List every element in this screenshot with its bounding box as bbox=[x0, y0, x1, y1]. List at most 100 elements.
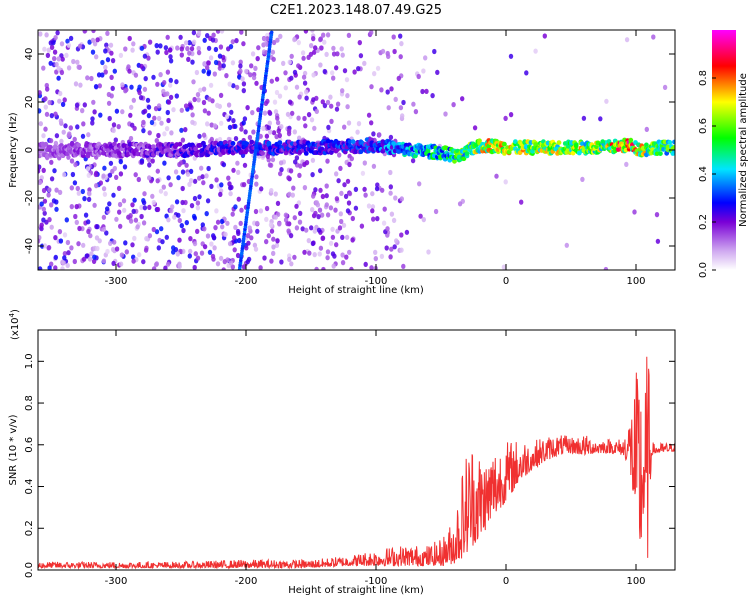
spectrogram-speckle bbox=[205, 33, 210, 39]
spectrogram-speckle bbox=[231, 83, 236, 89]
spectrogram-speckle bbox=[154, 138, 159, 144]
spectrogram-speckle bbox=[147, 175, 152, 181]
spectrogram-speckle bbox=[166, 99, 172, 105]
spectrogram-speckle bbox=[128, 112, 133, 118]
spectrogram-speckle bbox=[86, 132, 91, 138]
spectrogram-speckle bbox=[320, 235, 325, 241]
spectrogram-speckle bbox=[379, 253, 385, 259]
spectrogram-speckle bbox=[57, 229, 63, 235]
spectrogram-speckle bbox=[97, 83, 103, 89]
spectrogram-speckle bbox=[92, 202, 97, 208]
spectrogram-speckle bbox=[122, 207, 127, 213]
spectrogram-speckle bbox=[313, 45, 318, 51]
spectrogram-speckle bbox=[345, 93, 350, 99]
spectrogram-ridge-cell bbox=[570, 150, 576, 156]
spectrogram-speckle bbox=[58, 238, 64, 244]
spectrogram-speckle bbox=[644, 126, 649, 132]
spectrogram-speckle bbox=[100, 72, 105, 78]
spectrogram-speckle bbox=[288, 168, 294, 174]
spectrogram-speckle bbox=[344, 234, 350, 240]
spectrogram-speckle bbox=[101, 258, 107, 264]
spectrogram-speckle bbox=[194, 69, 200, 76]
spectrogram-speckle bbox=[123, 240, 128, 246]
spectrogram-speckle bbox=[236, 196, 241, 202]
spectrogram-speckle bbox=[114, 216, 119, 222]
spectrogram-speckle bbox=[309, 43, 314, 49]
spectrogram-speckle bbox=[262, 36, 267, 42]
spectrogram-speckle bbox=[54, 133, 60, 139]
spectrogram-speckle bbox=[196, 50, 202, 56]
spectrogram-speckle bbox=[205, 65, 210, 71]
snr-xtick-label: -200 bbox=[235, 576, 258, 587]
spectrogram-speckle bbox=[180, 169, 186, 175]
spectrogram-speckle bbox=[154, 261, 159, 267]
spectrogram-speckle bbox=[334, 106, 340, 112]
spectrogram-speckle bbox=[42, 210, 47, 216]
spectrogram-speckle bbox=[98, 180, 104, 186]
spectrogram-speckle bbox=[55, 30, 60, 36]
spectrogram-speckle bbox=[241, 88, 246, 94]
spectrogram-speckle bbox=[133, 172, 138, 178]
spectrogram-speckle bbox=[86, 196, 92, 202]
spectrogram-speckle bbox=[137, 252, 142, 258]
spectrogram-speckle bbox=[342, 68, 348, 74]
spectrogram-speckle bbox=[120, 82, 125, 88]
spectrogram-speckle bbox=[326, 124, 331, 130]
spectrogram-speckle bbox=[177, 237, 182, 243]
spectrogram-speckle bbox=[363, 192, 368, 198]
spectrogram-speckle bbox=[360, 170, 366, 176]
spectrogram-speckle bbox=[65, 262, 70, 269]
spectrogram-speckle bbox=[293, 159, 298, 165]
spectrogram-xtick-label: 100 bbox=[626, 276, 645, 287]
spectrogram-speckle bbox=[110, 85, 115, 91]
spectrogram-speckle bbox=[393, 195, 398, 201]
spectrogram-speckle bbox=[272, 99, 278, 105]
spectrogram-speckle bbox=[86, 172, 92, 178]
spectrogram-speckle bbox=[331, 75, 336, 81]
colorbar-gradient bbox=[712, 30, 736, 270]
spectrogram-speckle bbox=[236, 230, 241, 236]
spectrogram-speckle bbox=[231, 118, 236, 124]
spectrogram-speckle bbox=[62, 232, 68, 238]
spectrogram-speckle bbox=[209, 183, 214, 189]
spectrogram-speckle bbox=[62, 255, 67, 261]
snr-xtick-label: 0 bbox=[503, 576, 509, 587]
spectrogram-speckle bbox=[212, 123, 218, 129]
spectrogram-speckle bbox=[300, 226, 305, 232]
spectrogram-speckle bbox=[239, 30, 244, 35]
spectrogram-speckle bbox=[207, 96, 212, 102]
spectrogram-speckle bbox=[328, 94, 333, 100]
spectrogram-speckle bbox=[145, 97, 151, 103]
spectrogram-speckle bbox=[386, 53, 391, 60]
spectrogram-speckle bbox=[206, 60, 211, 66]
spectrogram-speckle bbox=[391, 34, 396, 40]
spectrogram-speckle bbox=[60, 259, 65, 265]
spectrogram-speckle bbox=[179, 127, 184, 133]
spectrogram-speckle bbox=[174, 79, 179, 85]
spectrogram-speckle bbox=[38, 90, 42, 96]
spectrogram-speckle bbox=[322, 103, 328, 109]
spectrogram-speckle bbox=[277, 221, 282, 227]
spectrogram-speckle bbox=[192, 215, 197, 221]
spectrogram-speckle bbox=[144, 236, 149, 242]
spectrogram-speckle bbox=[302, 70, 308, 76]
spectrogram-speckle bbox=[335, 101, 341, 107]
spectrogram-speckle bbox=[292, 215, 297, 221]
spectrogram-speckle bbox=[183, 103, 189, 109]
spectrogram-speckle bbox=[258, 265, 263, 270]
spectrogram-speckle bbox=[86, 219, 91, 225]
spectrogram-speckle bbox=[250, 51, 256, 57]
spectrogram-speckle bbox=[217, 136, 223, 143]
spectrogram-speckle bbox=[86, 190, 92, 196]
snr-series bbox=[38, 356, 675, 570]
spectrogram-speckle bbox=[375, 216, 380, 222]
spectrogram-speckle bbox=[189, 203, 195, 209]
spectrogram-speckle bbox=[161, 184, 166, 190]
spectrogram-speckle bbox=[141, 119, 146, 125]
spectrogram-speckle bbox=[271, 236, 276, 242]
spectrogram-speckle bbox=[118, 171, 124, 177]
spectrogram-speckle bbox=[273, 214, 278, 220]
spectrogram-speckle bbox=[105, 57, 111, 63]
spectrogram-speckle bbox=[92, 254, 97, 260]
spectrogram-speckle bbox=[165, 69, 171, 75]
